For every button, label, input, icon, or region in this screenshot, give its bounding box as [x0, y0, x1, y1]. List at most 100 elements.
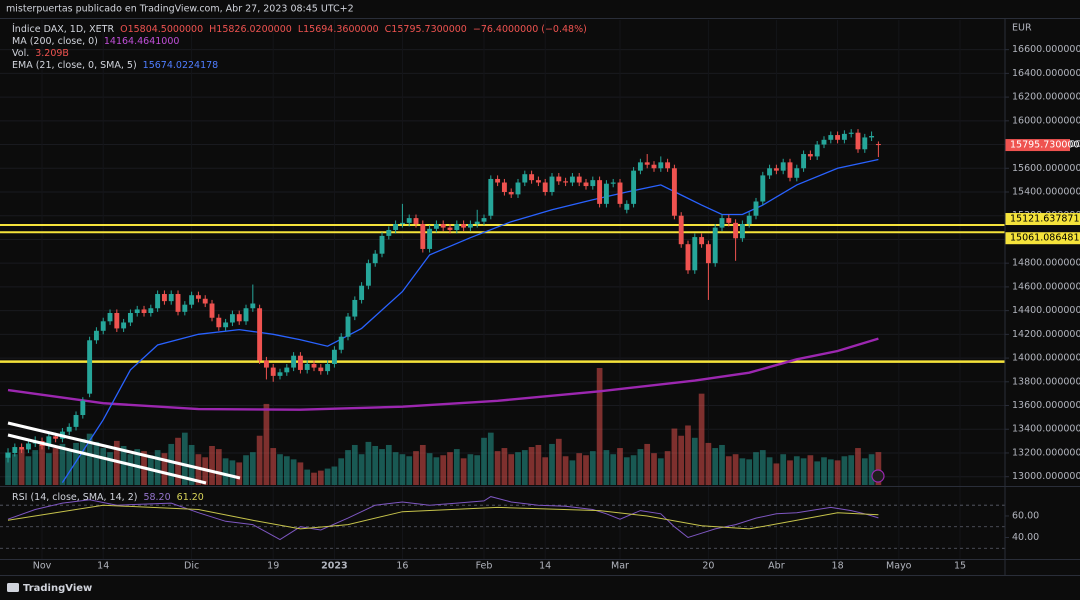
candle-body: [413, 218, 419, 225]
volume-bar: [453, 449, 460, 485]
volume-bar: [501, 448, 508, 485]
volume-bar: [39, 444, 45, 485]
volume-bar: [209, 446, 215, 485]
x-tick-label: Dic: [184, 561, 199, 572]
volume-bar: [549, 443, 555, 485]
volume-bar: [188, 444, 195, 485]
volume-bar: [759, 450, 766, 485]
candle-body: [175, 294, 181, 312]
volume-bar: [351, 444, 358, 485]
volume-bar: [637, 449, 644, 485]
volume-bar: [379, 449, 385, 485]
candle-body: [420, 224, 426, 249]
candle-body: [597, 180, 603, 204]
volume-bar: [11, 454, 18, 485]
y-tick-label: 60.00: [1012, 510, 1039, 521]
volume-bar: [780, 454, 787, 485]
volume-bar: [86, 433, 93, 485]
candle-body: [182, 304, 188, 312]
candle-body: [862, 137, 868, 150]
ma-name: MA (200, close, 0): [12, 36, 98, 47]
candle-body: [671, 168, 677, 216]
volume-bar: [365, 441, 372, 485]
ohlc-change: −76.4000000 (−0.48%): [473, 24, 587, 35]
candle-body: [733, 222, 739, 239]
candle-body: [365, 263, 371, 286]
volume-bar: [766, 457, 773, 485]
volume-bar: [508, 454, 515, 485]
volume-bar: [93, 441, 100, 485]
candle-body: [352, 299, 358, 317]
x-tick-label: Mar: [611, 561, 629, 572]
volume-bar: [385, 444, 392, 485]
candle-body: [767, 168, 773, 176]
volume-bar: [685, 425, 691, 485]
volume-value: 3.209B: [35, 48, 69, 59]
candle-body: [549, 176, 555, 193]
candle-body: [80, 400, 86, 416]
volume-bar: [440, 455, 447, 485]
volume-bar: [487, 432, 494, 485]
ma-value: 14164.4641000: [104, 36, 180, 47]
volume-bar: [535, 444, 542, 485]
volume-bar: [406, 456, 413, 485]
candle-body: [739, 224, 745, 239]
x-tick-label: Abr: [768, 561, 785, 572]
candle-body: [719, 218, 725, 228]
candle-body: [100, 321, 106, 331]
volume-bar: [311, 472, 317, 485]
volume-bar: [515, 452, 521, 485]
volume-bar: [875, 452, 882, 485]
candle-body: [699, 237, 705, 245]
x-tick-label: 20: [702, 561, 714, 572]
candle-body: [556, 176, 562, 182]
event-icon[interactable]: [871, 469, 885, 483]
volume-bar: [657, 458, 664, 485]
volume-bar: [787, 460, 793, 485]
candle-body: [637, 162, 643, 171]
y-tick-label: 16400.0000000: [1012, 68, 1080, 79]
rsi-legend: RSI (14, close, SMA, 14, 2) 58.20 61.20: [12, 492, 204, 503]
candle-body: [114, 312, 120, 329]
volume-bar: [691, 437, 698, 485]
volume-bar: [392, 452, 399, 485]
overlay-line: [7, 337, 879, 411]
candle-body: [87, 340, 93, 394]
y-tick-label: 14800.0000000: [1012, 258, 1080, 269]
ema-name: EMA (21, close, 0, SMA, 5): [12, 60, 137, 71]
x-tick-label: 15: [954, 561, 966, 572]
last-price-box: [1005, 139, 1070, 152]
rsi-line: [7, 496, 879, 541]
candle-body: [161, 294, 167, 302]
volume-bar: [542, 457, 549, 485]
candle-body: [780, 162, 786, 171]
brand-logo[interactable]: [7, 583, 19, 592]
candle-body: [236, 314, 242, 322]
volume-bar: [698, 393, 705, 485]
volume-bar: [739, 458, 746, 485]
candle-body: [345, 316, 351, 337]
candle-body: [488, 178, 494, 216]
candle-body: [563, 181, 569, 183]
candle-body: [5, 452, 11, 458]
volume-bar: [154, 450, 161, 485]
rsi-value: 58.20: [143, 492, 170, 503]
rsi-ma-value: 61.20: [177, 492, 204, 503]
candle-body: [318, 367, 324, 372]
volume-bar: [861, 458, 868, 485]
x-tick-label: Feb: [476, 561, 493, 572]
candle-body: [658, 162, 664, 169]
candle-body: [828, 135, 834, 140]
volume-bar: [623, 457, 630, 485]
volume-bar: [855, 448, 861, 485]
candle-body: [821, 139, 827, 145]
volume-bar: [345, 450, 351, 485]
y-tick-label: 40.00: [1012, 532, 1039, 543]
volume-bar: [215, 449, 222, 485]
candle-body: [835, 135, 841, 140]
level-label: 15121.6378719: [1010, 214, 1080, 225]
candle-body: [583, 182, 589, 187]
candle-body: [773, 168, 779, 171]
brand-name[interactable]: TradingView: [23, 583, 92, 594]
volume-bar: [59, 443, 66, 485]
